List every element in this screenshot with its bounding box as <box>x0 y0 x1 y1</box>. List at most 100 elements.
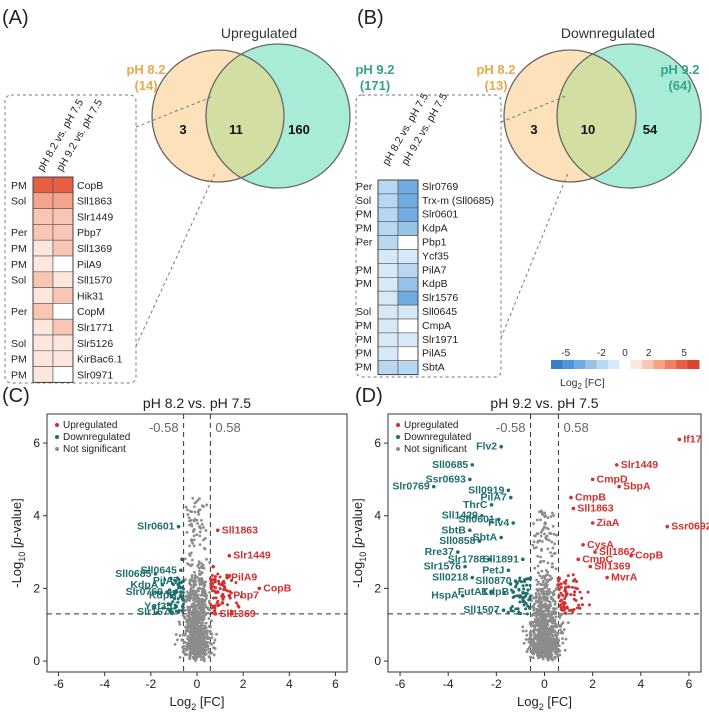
volcano-c-legend-marker <box>55 435 59 439</box>
heatmap-gene-label: Slr1771 <box>77 322 113 334</box>
volcano-c-y-tick-label: 2 <box>33 581 40 595</box>
volcano-c-ns-point <box>196 499 200 502</box>
volcano-d-up-point <box>578 606 582 610</box>
volcano-c-down-point <box>182 587 186 591</box>
volcano-c-ns-point <box>209 625 212 629</box>
volcano-c-ns-point <box>202 538 205 542</box>
volcano-d-ns-point <box>540 651 544 655</box>
volcano-c-ns-point <box>186 562 189 566</box>
colorbar-tick: -2 <box>597 348 606 359</box>
volcano-c-up-point <box>216 572 220 576</box>
volcano-c-ns-point <box>196 522 200 525</box>
volcano-d-up-point <box>590 477 595 482</box>
volcano-c-ns-point <box>202 585 206 589</box>
heatmap-cell <box>52 208 74 225</box>
volcano-c-ns-point <box>210 651 213 655</box>
volcano-d-ns-point <box>544 617 547 620</box>
volcano-d-ns-point <box>532 596 535 600</box>
volcano-c-ns-point <box>185 530 189 534</box>
heatmap-gene-label: Sll0645 <box>422 306 457 318</box>
volcano-d-ns-point <box>535 594 538 598</box>
volcano-d-x-tick-label: 2 <box>589 677 596 691</box>
volcano-c-ns-point <box>200 577 204 580</box>
volcano-d-ns-point <box>540 601 544 604</box>
volcano-d-ns-point <box>532 608 536 612</box>
volcano-c-down-point <box>175 576 179 580</box>
volcano-c-ns-point <box>185 618 189 622</box>
volcano-c-ns-point <box>209 632 213 635</box>
volcano-d-up-label: CmpC <box>582 553 613 565</box>
volcano-c-up-point <box>217 579 221 583</box>
volcano-c-up-point <box>228 574 232 578</box>
heatmap-cell <box>32 271 54 288</box>
volcano-c-ns-point <box>198 653 202 656</box>
panel-a-letter: (A) <box>2 7 29 29</box>
volcano-c-up-point <box>218 587 222 591</box>
volcano-d-down-label: HspA <box>431 590 459 602</box>
volcano-c-up-point <box>226 603 230 607</box>
volcano-c-ns-point <box>183 616 186 620</box>
colorbar-swatch <box>642 360 654 369</box>
volcano-d-down-point <box>477 539 482 543</box>
heatmap-cell <box>32 239 54 257</box>
volcano-d-down-label: Sll0218 <box>432 572 468 584</box>
volcano-c-ns-point <box>178 634 182 637</box>
volcano-c-up-point <box>223 588 227 592</box>
volcano-d-ns-point <box>522 641 526 645</box>
volcano-c-ns-point <box>190 524 194 528</box>
volcano-c-down-point <box>174 604 179 609</box>
volcano-c-ns-point <box>203 537 207 540</box>
heatmap-gene-label: CmpA <box>422 320 451 332</box>
volcano-d-down-point <box>514 585 518 589</box>
volcano-d-ns-point <box>547 538 551 542</box>
volcano-d-x-tick-label: -4 <box>443 677 454 691</box>
volcano-c-ns-point <box>189 651 193 655</box>
volcano-d-ns-point <box>555 533 559 537</box>
heatmap-location-label: PM <box>356 264 372 276</box>
volcano-d-ns-point <box>543 644 547 648</box>
volcano-d-ns-point <box>550 610 554 614</box>
volcano-c-ns-point <box>203 603 207 607</box>
volcano-d-ns-point <box>566 621 570 625</box>
volcano-c-up-point <box>227 553 232 558</box>
volcano-c-up-point <box>225 575 229 580</box>
volcano-d-x-label: Log2 [FC] <box>517 694 572 712</box>
volcano-c-down-point <box>178 581 182 585</box>
volcano-c-ns-point <box>196 643 200 646</box>
volcano-c-ns-point <box>193 615 197 619</box>
panel-c-letter: (C) <box>2 385 30 407</box>
volcano-d-ns-point <box>540 576 544 580</box>
volcano-c-ns-point <box>208 608 211 612</box>
volcano-c-ns-point <box>191 541 195 545</box>
heatmap-cell <box>32 208 54 225</box>
volcano-d-ns-point <box>538 594 542 598</box>
volcano-c-down-point <box>176 597 180 601</box>
volcano-c-up-point <box>213 578 217 582</box>
volcano-d-ns-point <box>548 619 552 623</box>
volcano-c-down-point <box>159 591 163 595</box>
heatmap-cell <box>377 179 399 195</box>
heatmap-gene-label: Slr0971 <box>77 369 113 381</box>
volcano-c-up-point <box>230 609 234 613</box>
volcano-d-ns-point <box>536 571 540 575</box>
volcano-c-ns-point <box>194 590 197 594</box>
volcano-d-up-label: ZiaA <box>597 517 620 529</box>
colorbar-label: Log2 [FC] <box>560 377 605 391</box>
volcano-d-ns-point <box>548 574 552 578</box>
volcano-c-ns-point <box>199 658 203 661</box>
volcano-c-up-point <box>213 609 217 613</box>
volcano-d-ns-point <box>546 580 549 583</box>
volcano-d-down-point <box>480 513 484 518</box>
volcano-d-ns-point <box>554 567 558 571</box>
volcano-d-ns-point <box>544 653 548 657</box>
heatmap-cell <box>377 263 399 278</box>
volcano-c-ns-point <box>198 580 202 584</box>
volcano-c-ns-point <box>200 648 204 651</box>
heatmap-cell <box>377 304 399 320</box>
heatmap-cell <box>377 207 399 223</box>
volcano-d-down-label: Sll1507 <box>463 604 499 616</box>
volcano-d-ns-point <box>559 613 563 617</box>
volcano-c-down-label: Slr0769 <box>126 586 164 598</box>
volcano-d-ns-point <box>535 600 539 604</box>
volcano-d-up-point <box>563 597 567 601</box>
